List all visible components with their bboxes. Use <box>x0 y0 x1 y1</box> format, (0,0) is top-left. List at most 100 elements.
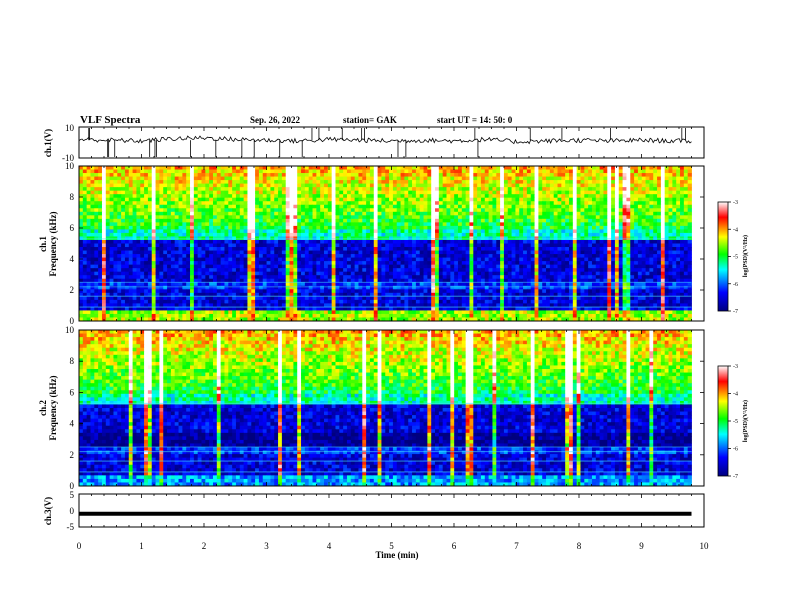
spectrogram-cell <box>163 201 168 206</box>
spectrogram-cell <box>251 243 256 248</box>
spectrogram-cell <box>664 194 669 199</box>
spectrogram-cell <box>653 257 658 262</box>
spectrogram-cell <box>270 183 275 188</box>
spectrogram-cell <box>419 239 424 244</box>
spectrogram-cell <box>174 268 179 273</box>
spectrogram-cell <box>109 239 114 244</box>
spectrogram-cell <box>266 264 271 269</box>
spectrogram-cell <box>607 166 612 170</box>
spectrogram-cell <box>239 247 245 251</box>
spectrogram-cell <box>649 254 654 258</box>
spectrogram-cell <box>354 218 359 223</box>
spectrogram-cell <box>331 232 336 237</box>
spectrogram-cell <box>331 204 336 209</box>
spectrogram-cell <box>159 250 164 255</box>
spectrogram-cell <box>304 222 310 227</box>
spectrogram-cell <box>285 180 290 185</box>
date-label: Sep. 26, 2022 <box>250 115 301 125</box>
spectrogram-cell <box>358 268 363 273</box>
spectrogram-cell <box>316 261 321 266</box>
spectrogram-cell <box>247 229 252 234</box>
spectrogram-cell <box>668 173 673 177</box>
spectrogram-cell <box>553 194 558 199</box>
spectrogram-cell <box>653 197 658 202</box>
spectrogram-cell <box>538 257 543 262</box>
spectrogram-cell <box>645 211 650 216</box>
spectrogram-cell <box>274 218 279 223</box>
spectrogram-cell <box>480 169 486 174</box>
spectrogram-cell <box>404 211 409 216</box>
spectrogram-cell <box>419 268 424 273</box>
spectrogram-cell <box>438 229 444 234</box>
spectrogram-cell <box>450 229 455 234</box>
spectrogram-cell <box>400 268 405 273</box>
spectrogram-cell <box>235 225 241 230</box>
spectrogram-cell <box>641 166 646 170</box>
spectrogram-cell <box>614 173 620 177</box>
spectrogram-cell <box>580 187 585 192</box>
spectrogram-cell <box>170 271 176 276</box>
spectrogram-cell <box>683 169 689 174</box>
spectrogram-cell <box>281 236 287 241</box>
spectrogram-cell <box>281 204 287 209</box>
spectrogram-cell <box>553 218 558 223</box>
spectrogram-cell <box>182 222 187 227</box>
spectrogram-cell <box>201 194 206 199</box>
spectrogram-cell <box>90 190 95 195</box>
spectrogram-cell <box>641 169 646 174</box>
spectrogram-cell <box>660 187 666 192</box>
spectrogram-cell <box>121 271 126 276</box>
spectrogram-cell <box>588 257 593 262</box>
spectrogram-cell <box>442 250 447 255</box>
spectrogram-cell <box>262 268 267 273</box>
spectrogram-cell <box>147 190 153 195</box>
spectrogram-cell <box>167 225 172 230</box>
spectrogram-cell <box>212 271 218 276</box>
spectrogram-cell <box>442 211 447 216</box>
spectrogram-cell <box>346 211 352 216</box>
spectrogram-cell <box>404 201 409 206</box>
spectrogram-cell <box>450 247 455 251</box>
spectrogram-cell <box>446 190 451 195</box>
spectrogram-cell <box>182 264 187 269</box>
spectrogram-cell <box>201 254 206 258</box>
spectrogram-cell <box>634 257 639 262</box>
spectrogram-cell <box>572 208 578 213</box>
spectrogram-cell <box>132 215 137 220</box>
station-label: station= GAK <box>343 115 397 125</box>
spectrogram-cell <box>362 229 367 234</box>
spectrogram-cell <box>492 204 497 209</box>
spectrogram-cell <box>653 218 658 223</box>
spectrogram-cell <box>683 264 689 269</box>
spectrogram-cell <box>591 194 597 199</box>
spectrogram-cell <box>228 264 233 269</box>
spectrogram-cell <box>618 257 623 262</box>
spectrogram-cell <box>622 268 627 273</box>
spectrogram-cell <box>121 176 126 181</box>
spectrogram-cell <box>205 211 210 216</box>
spectrogram-cell <box>147 264 153 269</box>
spectrogram-cell <box>392 183 398 188</box>
spectrogram-cell <box>569 268 574 273</box>
spectrogram-cell <box>167 208 172 213</box>
spectrogram-cell <box>534 176 539 181</box>
spectrogram-cell <box>515 261 520 266</box>
spectrogram-cell <box>117 222 122 227</box>
spectrogram-cell <box>611 225 616 230</box>
spectrogram-cell <box>243 229 248 234</box>
spectrogram-cell <box>576 247 581 251</box>
spectrogram-cell <box>228 261 233 266</box>
spectrogram-cell <box>400 201 405 206</box>
spectrogram-cell <box>128 229 133 234</box>
spectrogram-cell <box>404 180 409 185</box>
spectrogram-cell <box>235 208 241 213</box>
spectrogram-cell <box>672 211 677 216</box>
spectrogram-cell <box>515 268 520 273</box>
spectrogram-cell <box>618 243 623 248</box>
spectrogram-cell <box>591 222 597 227</box>
spectrogram-cell <box>412 250 417 255</box>
spectrogram-cell <box>672 247 677 251</box>
spectrogram-cell <box>362 194 367 199</box>
spectrogram-cell <box>94 204 99 209</box>
spectrogram-cell <box>584 194 589 199</box>
